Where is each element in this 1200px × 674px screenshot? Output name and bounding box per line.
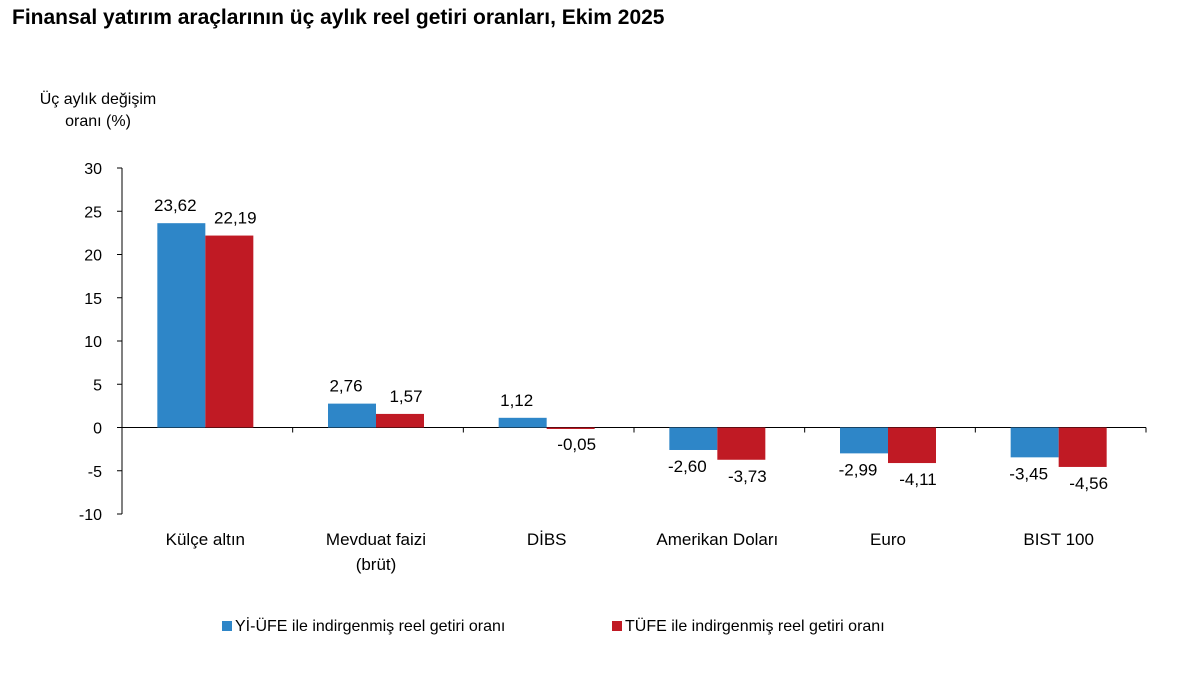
y-ticks: 30 25 20 15 10 5 0 -5 -10 [79, 161, 122, 524]
data-labels: 23,62 22,19 2,76 1,57 1,12 -0,05 -2,60 -3,73 -2,… [154, 196, 1108, 493]
bar-yi-ufe [1010, 427, 1059, 458]
y-axis-label: Üç aylık değişim oranı (%) [40, 90, 156, 130]
category-labels: Külçe altın Mevduat faizi (brüt) DİBS Amerik… [166, 530, 1094, 574]
bar-tufe [205, 235, 254, 428]
y-tick-label: 30 [84, 161, 102, 178]
bars [157, 223, 1107, 467]
data-label: -4,56 [1069, 474, 1108, 493]
y-tick-label: -10 [79, 507, 102, 524]
data-label: 1,12 [500, 391, 533, 410]
y-tick-label: -5 [88, 464, 102, 481]
category-label: BIST 100 [1023, 530, 1094, 549]
category-label: Amerikan Doları [656, 530, 778, 549]
data-label: -3,45 [1009, 464, 1048, 483]
data-label: 1,57 [389, 387, 422, 406]
bar-yi-ufe [840, 427, 888, 454]
category-label: (brüt) [356, 555, 397, 574]
bar-tufe [546, 427, 595, 429]
y-tick-label: 0 [93, 421, 102, 438]
data-label: 23,62 [154, 196, 197, 215]
category-label: Mevduat faizi [326, 530, 426, 549]
bar-tufe [888, 427, 936, 464]
data-label: -4,11 [899, 470, 937, 489]
legend-swatch [612, 621, 622, 631]
y-tick-label: 10 [84, 334, 102, 351]
bar-tufe [717, 427, 766, 460]
data-label: -2,60 [668, 457, 707, 476]
data-label: 2,76 [329, 377, 362, 396]
bar-tufe [1058, 427, 1107, 467]
data-label: -2,99 [839, 460, 878, 479]
y-axis-label-line: oranı (%) [65, 113, 131, 130]
y-tick-label: 20 [84, 248, 102, 265]
bar-yi-ufe [157, 223, 206, 428]
bar-tufe [376, 413, 424, 428]
legend: Yİ-ÜFE ile indirgenmiş reel getiri oranı… [222, 616, 885, 635]
legend-label: Yİ-ÜFE ile indirgenmiş reel getiri oranı [235, 616, 505, 635]
bar-yi-ufe [498, 417, 547, 428]
data-label: -0,05 [557, 435, 596, 454]
y-axis-label-line: Üç aylık değişim [40, 90, 156, 108]
data-label: 22,19 [214, 209, 257, 228]
category-label: DİBS [527, 530, 567, 549]
legend-label: TÜFE ile indirgenmiş reel getiri oranı [625, 617, 885, 635]
chart-title: Finansal yatırım araçlarının üç aylık re… [12, 6, 665, 29]
legend-swatch [222, 621, 232, 631]
y-tick-label: 5 [93, 377, 102, 394]
axes [121, 168, 1147, 514]
y-tick-label: 25 [84, 204, 102, 221]
category-label: Külçe altın [166, 530, 245, 549]
category-label: Euro [870, 530, 906, 549]
bar-yi-ufe [328, 403, 376, 428]
y-tick-label: 15 [84, 291, 102, 308]
bar-yi-ufe [669, 427, 718, 450]
data-label: -3,73 [728, 467, 767, 486]
